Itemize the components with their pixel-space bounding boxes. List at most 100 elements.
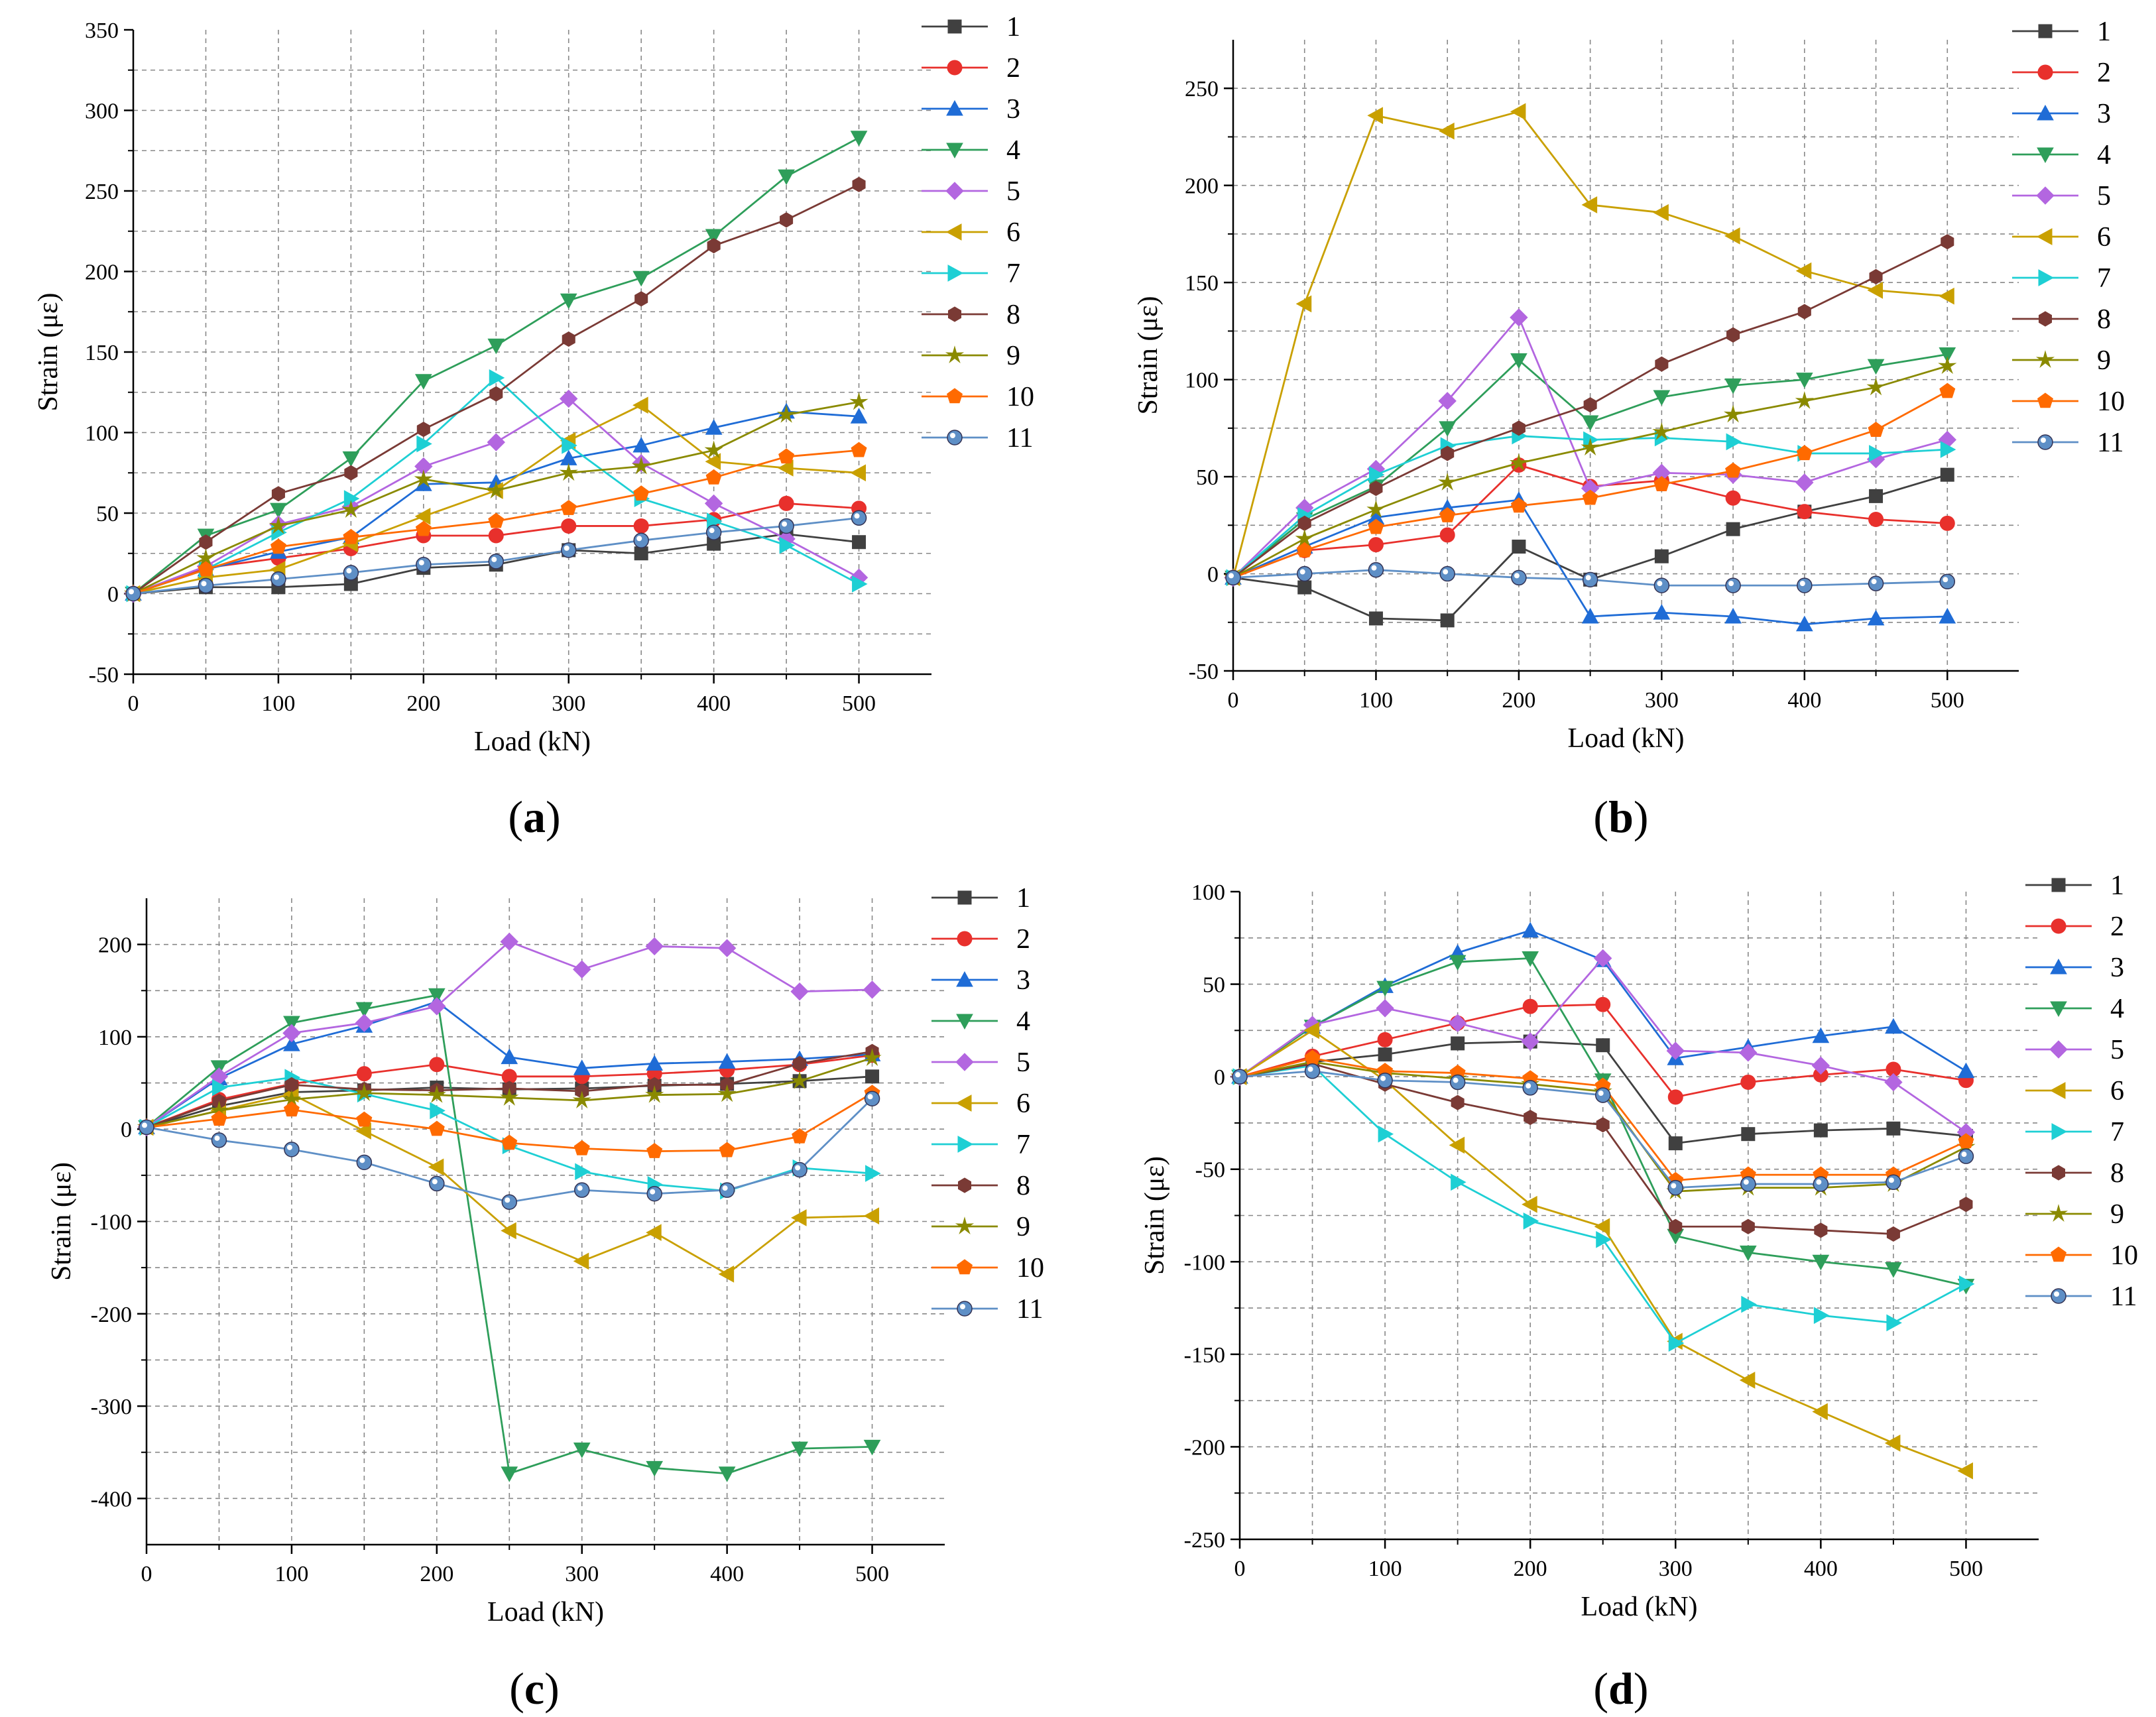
data-point: [1451, 1173, 1467, 1191]
legend-label: 4: [1006, 135, 1020, 166]
legend-label: 6: [1016, 1089, 1030, 1119]
data-point: [575, 1163, 591, 1181]
data-point: [1740, 1176, 1756, 1192]
data-point-highlight: [273, 574, 279, 580]
data-point: [1939, 383, 1956, 398]
data-point: [271, 486, 285, 502]
x-tick-label: 0: [1234, 1557, 1246, 1581]
legend-marker: [2050, 1001, 2067, 1018]
data-point: [427, 1085, 446, 1103]
data-point: [1869, 445, 1885, 462]
data-point: [863, 1048, 882, 1066]
legend-item-2: 2: [922, 53, 1020, 84]
series-11: [139, 1091, 880, 1210]
data-point: [1795, 615, 1813, 632]
legend-marker: [2037, 104, 2054, 121]
data-point: [1438, 473, 1457, 491]
data-point: [850, 131, 868, 147]
data-point: [719, 1142, 735, 1157]
y-tick-label: 0: [1214, 1065, 1225, 1090]
legend-label: 4: [2110, 994, 2124, 1024]
x-tick-label: 400: [697, 691, 731, 716]
data-point-highlight: [564, 545, 569, 551]
legend-marker: [956, 1259, 973, 1275]
data-point: [1510, 103, 1526, 121]
legend-marker: [2037, 147, 2054, 164]
data-point: [488, 512, 505, 528]
data-point: [1725, 577, 1741, 593]
data-point: [778, 518, 794, 534]
y-axis-label: Strain (με): [46, 1162, 77, 1281]
data-point: [1377, 1072, 1393, 1089]
y-axis-label: Strain (με): [33, 293, 64, 412]
data-point-highlight: [432, 1179, 438, 1185]
data-point: [1582, 571, 1598, 588]
series-6: [1224, 103, 1954, 587]
legend-item-1: 1: [931, 883, 1030, 914]
legend-label: 7: [2097, 263, 2111, 294]
data-point: [1725, 462, 1742, 478]
x-tick-label: 500: [1931, 688, 1964, 713]
y-tick-label: -200: [1184, 1435, 1225, 1460]
data-point: [1377, 1032, 1393, 1047]
data-point: [1723, 404, 1743, 423]
data-point: [1739, 1043, 1758, 1062]
x-tick-label: 0: [141, 1562, 152, 1586]
data-point: [1939, 287, 1954, 305]
panel-label-open: (: [1593, 1663, 1608, 1714]
data-point: [646, 1460, 664, 1477]
legend-marker: [2051, 918, 2066, 934]
legend-label: 1: [1016, 883, 1030, 914]
data-point: [1368, 537, 1384, 553]
data-point: [1368, 518, 1384, 534]
data-point: [863, 1439, 881, 1456]
legend-item-6: 6: [931, 1089, 1030, 1119]
data-point: [1812, 1403, 1828, 1421]
data-point: [1812, 1027, 1830, 1043]
data-point: [1724, 378, 1742, 394]
data-point: [283, 1016, 300, 1032]
data-point: [1813, 1307, 1830, 1325]
data-point: [1225, 569, 1241, 586]
data-point: [1439, 527, 1455, 543]
data-point: [1741, 1127, 1756, 1142]
legend-marker: [2051, 1165, 2066, 1181]
data-point: [416, 422, 430, 438]
data-point: [560, 293, 577, 310]
data-point-highlight: [1307, 1066, 1313, 1072]
y-tick-label: 200: [98, 933, 132, 958]
data-point: [719, 1182, 735, 1198]
legend-marker: [955, 1095, 972, 1112]
legend-marker-highlight: [2054, 1291, 2059, 1297]
data-point: [852, 575, 868, 593]
data-point: [790, 982, 809, 1001]
data-point: [1654, 549, 1669, 563]
data-point: [270, 503, 287, 519]
data-point-highlight: [1453, 1077, 1459, 1083]
legend-marker: [2037, 392, 2054, 408]
data-point-highlight: [854, 513, 860, 519]
data-point: [851, 442, 867, 457]
x-tick-label: 200: [406, 691, 440, 716]
legend-item-10: 10: [931, 1253, 1044, 1283]
legend-label: 3: [1016, 965, 1030, 996]
data-point: [792, 1161, 808, 1178]
data-point: [487, 433, 505, 451]
legend-label: 10: [2097, 386, 2125, 417]
data-point: [1522, 921, 1539, 938]
x-tick-label: 400: [1804, 1557, 1838, 1581]
data-point: [559, 463, 578, 481]
y-axis-label: Strain (με): [1140, 1156, 1170, 1275]
data-point: [199, 534, 213, 550]
y-tick-label: 350: [85, 19, 119, 43]
legend-item-3: 3: [2025, 953, 2124, 983]
legend-marker: [2051, 878, 2066, 892]
data-point: [1451, 1095, 1465, 1110]
data-point: [414, 469, 433, 487]
data-point: [779, 536, 796, 554]
data-point: [1868, 512, 1884, 528]
legend-label: 11: [2097, 428, 2124, 458]
data-point: [562, 437, 577, 454]
legend-item-11: 11: [931, 1294, 1043, 1325]
legend-marker: [2037, 64, 2053, 80]
